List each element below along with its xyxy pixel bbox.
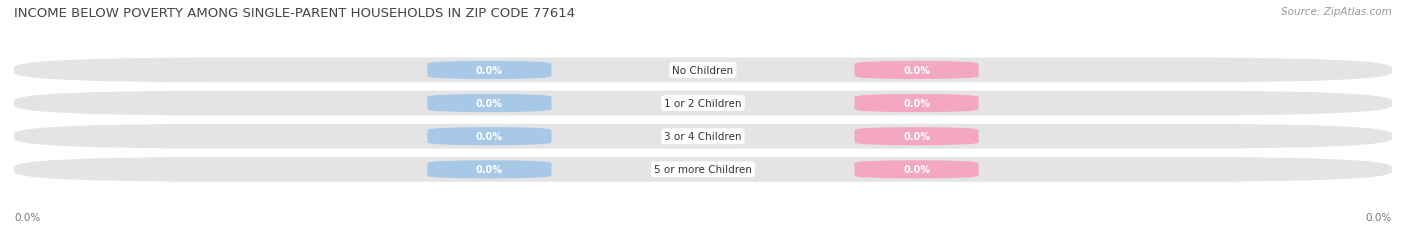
FancyBboxPatch shape [427, 161, 551, 179]
Text: 1 or 2 Children: 1 or 2 Children [664, 99, 742, 109]
Text: 0.0%: 0.0% [903, 165, 931, 175]
Text: 0.0%: 0.0% [903, 66, 931, 76]
Text: 0.0%: 0.0% [14, 212, 41, 222]
Text: 0.0%: 0.0% [475, 165, 503, 175]
Text: 0.0%: 0.0% [475, 66, 503, 76]
Text: 0.0%: 0.0% [903, 99, 931, 109]
FancyBboxPatch shape [14, 124, 1392, 149]
Text: No Children: No Children [672, 66, 734, 76]
Text: 0.0%: 0.0% [475, 99, 503, 109]
Text: Source: ZipAtlas.com: Source: ZipAtlas.com [1281, 7, 1392, 17]
FancyBboxPatch shape [855, 128, 979, 146]
FancyBboxPatch shape [427, 128, 551, 146]
FancyBboxPatch shape [14, 91, 1392, 116]
FancyBboxPatch shape [14, 58, 1392, 83]
Text: INCOME BELOW POVERTY AMONG SINGLE-PARENT HOUSEHOLDS IN ZIP CODE 77614: INCOME BELOW POVERTY AMONG SINGLE-PARENT… [14, 7, 575, 20]
FancyBboxPatch shape [427, 94, 551, 113]
Text: 0.0%: 0.0% [475, 132, 503, 142]
Text: 0.0%: 0.0% [1365, 212, 1392, 222]
Text: 3 or 4 Children: 3 or 4 Children [664, 132, 742, 142]
Text: 0.0%: 0.0% [903, 132, 931, 142]
FancyBboxPatch shape [14, 157, 1392, 182]
Text: 5 or more Children: 5 or more Children [654, 165, 752, 175]
FancyBboxPatch shape [855, 61, 979, 80]
FancyBboxPatch shape [855, 161, 979, 179]
FancyBboxPatch shape [855, 94, 979, 113]
FancyBboxPatch shape [427, 61, 551, 80]
